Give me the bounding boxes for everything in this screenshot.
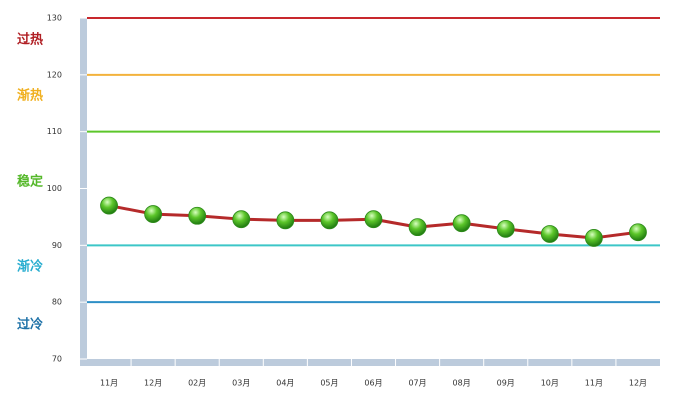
data-point <box>629 223 647 242</box>
zone-label: 渐冷 <box>17 259 43 275</box>
x-tick-label: 09月 <box>497 379 515 388</box>
y-axis-bar <box>80 18 87 365</box>
data-point <box>320 211 339 230</box>
y-tick-label: 100 <box>47 184 62 193</box>
zone-label: 渐热 <box>17 88 43 104</box>
x-tick-label: 02月 <box>188 379 206 388</box>
data-point <box>540 225 559 243</box>
x-tick-label: 12月 <box>629 379 647 388</box>
x-tick-label: 12月 <box>144 379 162 388</box>
data-point <box>144 205 163 223</box>
x-tick-label: 04月 <box>276 379 294 388</box>
x-tick-label: 10月 <box>541 379 559 388</box>
data-point <box>232 210 251 229</box>
x-tick-label: 08月 <box>453 379 471 388</box>
data-point <box>408 218 427 237</box>
data-point <box>100 196 118 215</box>
y-tick-label: 110 <box>47 127 62 136</box>
x-axis-bar <box>80 359 660 366</box>
zone-label: 过冷 <box>17 317 43 333</box>
y-tick-label: 80 <box>52 298 62 307</box>
x-tick-label: 11月 <box>100 379 118 388</box>
data-point <box>364 210 383 229</box>
y-tick-label: 90 <box>52 241 62 250</box>
data-point <box>584 229 603 247</box>
x-tick-label: 07月 <box>408 379 426 388</box>
data-point <box>276 211 295 230</box>
x-tick-label: 06月 <box>364 379 382 388</box>
data-point <box>188 206 207 225</box>
y-tick-label: 120 <box>47 70 62 79</box>
y-tick-label: 130 <box>47 14 62 23</box>
zone-label: 过热 <box>17 32 43 48</box>
x-tick-label: 05月 <box>320 379 338 388</box>
zone-label: 稳定 <box>17 174 43 190</box>
x-tick-label: 11月 <box>585 379 603 388</box>
x-tick-label: 03月 <box>232 379 250 388</box>
data-point <box>452 214 471 233</box>
data-point <box>496 219 515 238</box>
y-tick-label: 70 <box>52 355 62 364</box>
